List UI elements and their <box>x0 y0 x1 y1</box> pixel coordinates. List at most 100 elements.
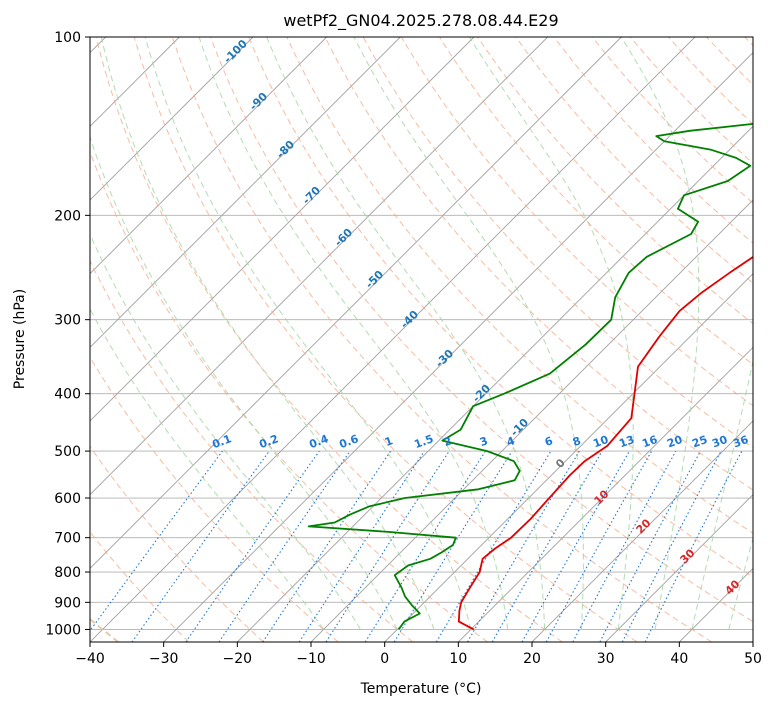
isotherm-line <box>605 494 753 642</box>
moist-adiabat-line <box>90 135 398 630</box>
mixing-ratio-label: 30 <box>710 433 729 451</box>
sounding-series <box>307 122 753 631</box>
y-tick-label: 500 <box>54 444 81 460</box>
chart-title: wetPf2_GN04.2025.278.08.44.E29 <box>283 11 558 31</box>
isotherm-line <box>458 346 753 642</box>
moist-adiabat-line <box>198 37 509 630</box>
mixing-ratio-label: 0.1 <box>210 432 233 451</box>
x-tick-label: −20 <box>223 651 253 667</box>
x-axis-ticks: −40 −30 −20 −10 0 10 20 30 40 50 <box>75 642 762 667</box>
isotherm-line <box>90 37 548 496</box>
moist-adiabat-line <box>353 37 584 630</box>
moist-adiabat-line <box>691 358 753 630</box>
x-tick-label: −30 <box>149 651 179 667</box>
mixing-ratio-line <box>572 450 677 642</box>
x-tick-label: −40 <box>75 651 105 667</box>
y-tick-label: 700 <box>54 531 81 547</box>
y-tick-label: 100 <box>54 30 81 46</box>
y-tick-label: 900 <box>54 595 81 611</box>
isotherm-line <box>531 420 753 642</box>
dry-adiabat-line <box>90 259 414 642</box>
mixing-ratio-label: 25 <box>690 433 709 450</box>
mixing-ratio-label: 20 <box>665 433 684 451</box>
x-tick-label: 30 <box>597 651 615 667</box>
y-tick-label: 1000 <box>45 622 81 638</box>
mixing-ratio-label: 13 <box>617 433 636 450</box>
mixing-ratio-label: 4 <box>505 434 517 449</box>
mixing-ratio-line <box>90 450 223 632</box>
x-tick-label: 40 <box>670 651 688 667</box>
x-axis-label: Temperature (°C) <box>360 681 482 697</box>
dry-adiabat-line <box>90 356 339 642</box>
mixing-ratio-line <box>218 450 351 642</box>
mixing-ratio-label: 16 <box>640 433 659 451</box>
moist-adiabat-line <box>100 37 435 630</box>
plot-frame <box>89 36 754 643</box>
moist-adiabat-line <box>144 37 472 630</box>
mixing-ratio-label: 0.6 <box>337 432 360 451</box>
mixing-ratio-line <box>131 450 270 642</box>
y-tick-label: 200 <box>54 208 81 224</box>
isotherm-line <box>90 37 696 642</box>
x-tick-label: −10 <box>296 651 326 667</box>
mixing-ratio-label: 1 <box>383 434 395 449</box>
x-tick-label: 50 <box>744 651 762 667</box>
isotherm-line <box>90 37 401 348</box>
dry-adiabat-line <box>95 37 563 642</box>
y-tick-label: 800 <box>54 565 81 581</box>
moist-adiabats <box>90 37 753 630</box>
mixing-ratio-line <box>644 450 743 642</box>
mixing-ratio-lines <box>90 450 743 642</box>
mixing-ratio-label: 0.2 <box>257 432 280 451</box>
mixing-ratio-line <box>545 450 653 642</box>
x-tick-label: 20 <box>523 651 541 667</box>
y-tick-label: 400 <box>54 387 81 403</box>
dry-adiabat-line <box>286 37 753 534</box>
pressure-gridlines <box>90 37 753 630</box>
dry-adiabat-line <box>515 37 753 284</box>
x-tick-label: 0 <box>380 651 389 667</box>
y-tick-label: 600 <box>54 491 81 507</box>
isotherm-line <box>90 37 622 569</box>
mixing-ratio-line <box>185 450 320 642</box>
dry-adiabat-line <box>133 37 638 642</box>
x-tick-label: 10 <box>449 651 467 667</box>
mixing-ratio-label: 36 <box>731 433 750 451</box>
mixing-ratio-label: 1.5 <box>412 432 435 451</box>
mixing-ratio-label: 2 <box>442 434 454 449</box>
skewed-isotherms <box>90 37 753 642</box>
moist-adiabat-line <box>620 37 700 630</box>
isotherm-line <box>90 37 475 422</box>
mixing-ratio-label: 10 <box>591 433 610 451</box>
isotherm-line <box>384 273 753 642</box>
y-axis-ticks: 100 200 300 400 500 600 700 800 900 1000 <box>45 30 90 638</box>
mixing-ratio-line <box>521 450 630 642</box>
moist-adiabat-line <box>90 232 361 630</box>
mixing-ratio-line <box>325 450 450 642</box>
mixing-ratio-line <box>298 450 425 642</box>
mixing-ratio-label: 8 <box>571 434 583 449</box>
mixing-ratio-line <box>262 450 392 642</box>
dry-adiabat-line <box>171 37 712 642</box>
mixing-ratio-label: 3 <box>478 434 490 449</box>
isotherm-line <box>90 37 327 275</box>
moist-adiabat-line <box>469 37 634 630</box>
y-tick-label: 300 <box>54 313 81 329</box>
isotherm-line <box>237 125 753 642</box>
mixing-ratio-label: 0.4 <box>307 432 330 451</box>
dewpoint-line <box>307 122 753 630</box>
y-axis-label: Pressure (hPa) <box>12 289 28 389</box>
isotherm-line <box>163 52 753 642</box>
dry-adiabat-line <box>90 445 264 642</box>
temperature-line <box>457 255 753 631</box>
moist-adiabat-line <box>266 37 546 630</box>
moist-adiabat-line <box>90 308 324 630</box>
dry-adiabat-line <box>324 37 753 491</box>
moist-adiabat-line <box>728 536 753 630</box>
isotherm-line <box>90 37 254 201</box>
dry-adiabat-line <box>248 37 753 578</box>
plot-area: -100-90-80-70-60-50-40-30-20-100.1 0.2 0.4… <box>90 37 753 642</box>
mixing-ratio-label: 6 <box>543 434 555 449</box>
